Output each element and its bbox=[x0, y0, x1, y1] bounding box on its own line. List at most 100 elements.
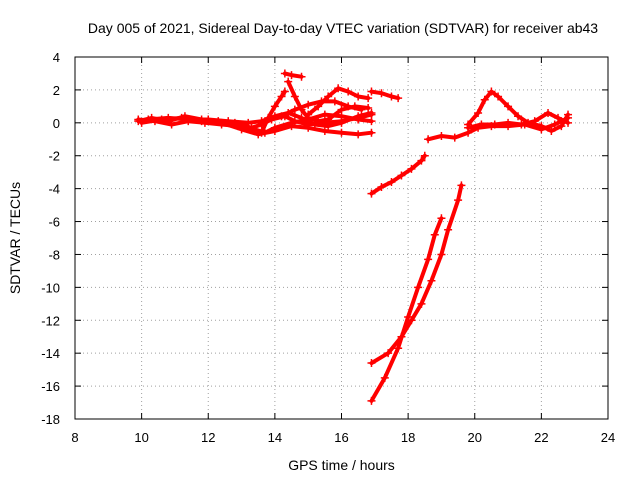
data-point bbox=[280, 69, 289, 78]
series-trace bbox=[369, 216, 444, 403]
data-point bbox=[137, 118, 146, 127]
data-point bbox=[474, 108, 483, 117]
data-point bbox=[317, 97, 326, 106]
y-tick-label: -2 bbox=[48, 149, 60, 164]
data-point bbox=[304, 100, 313, 109]
data-point bbox=[330, 97, 339, 106]
x-axis-label: GPS time / hours bbox=[288, 457, 395, 473]
data-point bbox=[354, 130, 363, 139]
data-point bbox=[404, 312, 413, 321]
data-series bbox=[257, 87, 289, 137]
data-point bbox=[367, 128, 376, 137]
data-point bbox=[364, 104, 373, 113]
data-point bbox=[277, 92, 286, 101]
data-point bbox=[450, 133, 459, 142]
data-point bbox=[354, 112, 363, 121]
data-point bbox=[287, 71, 296, 80]
data-point bbox=[290, 105, 299, 114]
data-point bbox=[237, 125, 246, 134]
data-point bbox=[367, 396, 376, 405]
data-series bbox=[304, 84, 373, 119]
x-tick-label: 12 bbox=[201, 430, 215, 445]
data-point bbox=[384, 349, 393, 358]
data-point bbox=[280, 87, 289, 96]
y-axis-label: SDTVAR / TECUs bbox=[7, 182, 23, 294]
y-tick-label: 4 bbox=[53, 50, 60, 65]
data-point bbox=[164, 113, 173, 122]
data-point bbox=[387, 92, 396, 101]
data-point bbox=[420, 151, 429, 160]
data-point bbox=[437, 131, 446, 140]
data-point bbox=[464, 123, 473, 132]
data-point bbox=[564, 110, 573, 119]
data-point bbox=[394, 344, 403, 353]
x-tick-label: 24 bbox=[601, 430, 615, 445]
data-point bbox=[354, 92, 363, 101]
y-tick-label: -12 bbox=[41, 313, 60, 328]
data-point bbox=[144, 115, 153, 124]
data-point bbox=[387, 178, 396, 187]
data-point bbox=[544, 108, 553, 117]
data-point bbox=[477, 120, 486, 129]
data-point bbox=[394, 94, 403, 103]
data-point bbox=[337, 128, 346, 137]
data-point bbox=[244, 118, 253, 127]
data-point bbox=[417, 299, 426, 308]
data-point bbox=[480, 95, 489, 104]
data-point bbox=[547, 127, 556, 136]
data-series bbox=[367, 181, 466, 368]
data-point bbox=[530, 117, 539, 126]
y-tick-label: -4 bbox=[48, 182, 60, 197]
data-point bbox=[380, 373, 389, 382]
data-point bbox=[337, 118, 346, 127]
data-point bbox=[364, 94, 373, 103]
data-point bbox=[437, 250, 446, 259]
data-point bbox=[517, 120, 526, 129]
data-point bbox=[414, 283, 423, 292]
data-point bbox=[167, 120, 176, 129]
data-point bbox=[537, 122, 546, 131]
data-point bbox=[314, 117, 323, 126]
data-point bbox=[284, 77, 293, 86]
data-point bbox=[550, 120, 559, 129]
data-point bbox=[290, 92, 299, 101]
data-series bbox=[280, 69, 306, 81]
data-point bbox=[554, 113, 563, 122]
y-tick-label: -8 bbox=[48, 247, 60, 262]
plot-frame bbox=[74, 56, 609, 420]
data-point bbox=[504, 102, 513, 111]
data-point bbox=[357, 105, 366, 114]
y-tick-label: -18 bbox=[41, 412, 60, 427]
data-point bbox=[367, 87, 376, 96]
data-point bbox=[204, 115, 213, 124]
data-point bbox=[437, 214, 446, 223]
x-tick-label: 14 bbox=[268, 430, 282, 445]
data-point bbox=[490, 120, 499, 129]
data-series bbox=[464, 108, 573, 132]
data-series bbox=[367, 151, 429, 198]
x-tick-label: 8 bbox=[71, 430, 78, 445]
data-series bbox=[277, 97, 366, 121]
data-point bbox=[324, 92, 333, 101]
data-point bbox=[320, 110, 329, 119]
series-trace bbox=[369, 89, 401, 101]
data-point bbox=[257, 128, 266, 137]
data-series bbox=[367, 87, 403, 103]
data-point bbox=[454, 196, 463, 205]
data-point bbox=[277, 112, 286, 121]
y-tick-label: -10 bbox=[41, 280, 60, 295]
data-point bbox=[184, 115, 193, 124]
data-point bbox=[487, 87, 496, 96]
data-point bbox=[297, 72, 306, 81]
x-tick-label: 10 bbox=[134, 430, 148, 445]
x-tick-label: 22 bbox=[534, 430, 548, 445]
data-point bbox=[257, 117, 266, 126]
data-point bbox=[304, 110, 313, 119]
series-trace bbox=[466, 89, 570, 133]
data-point bbox=[557, 122, 566, 131]
chart-title: Day 005 of 2021, Sidereal Day-to-day VTE… bbox=[88, 20, 598, 36]
data-series bbox=[464, 87, 573, 136]
data-point bbox=[397, 171, 406, 180]
x-tick-label: 20 bbox=[468, 430, 482, 445]
